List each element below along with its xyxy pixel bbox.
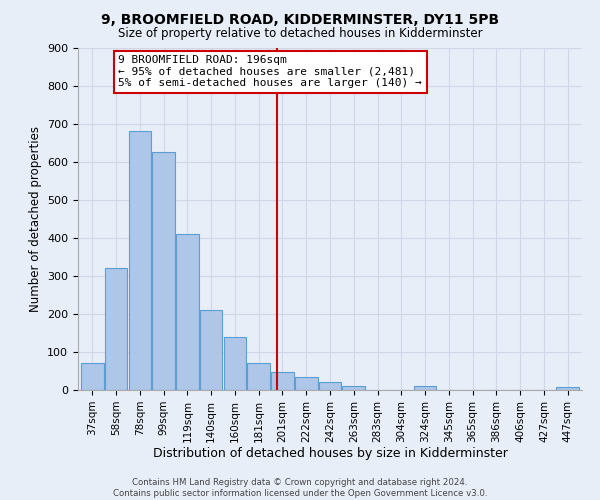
Bar — [414, 386, 436, 390]
Bar — [200, 310, 223, 390]
Bar — [176, 234, 199, 390]
Bar — [295, 376, 317, 390]
Bar — [105, 268, 127, 390]
Bar — [247, 364, 270, 390]
X-axis label: Distribution of detached houses by size in Kidderminster: Distribution of detached houses by size … — [152, 448, 508, 460]
Text: Size of property relative to detached houses in Kidderminster: Size of property relative to detached ho… — [118, 28, 482, 40]
Text: Contains HM Land Registry data © Crown copyright and database right 2024.
Contai: Contains HM Land Registry data © Crown c… — [113, 478, 487, 498]
Bar — [224, 338, 246, 390]
Bar — [271, 372, 294, 390]
Text: 9 BROOMFIELD ROAD: 196sqm
← 95% of detached houses are smaller (2,481)
5% of sem: 9 BROOMFIELD ROAD: 196sqm ← 95% of detac… — [118, 55, 422, 88]
Bar — [81, 364, 104, 390]
Bar — [128, 131, 151, 390]
Y-axis label: Number of detached properties: Number of detached properties — [29, 126, 41, 312]
Bar — [152, 152, 175, 390]
Bar — [319, 382, 341, 390]
Bar — [556, 387, 579, 390]
Bar — [343, 386, 365, 390]
Text: 9, BROOMFIELD ROAD, KIDDERMINSTER, DY11 5PB: 9, BROOMFIELD ROAD, KIDDERMINSTER, DY11 … — [101, 12, 499, 26]
